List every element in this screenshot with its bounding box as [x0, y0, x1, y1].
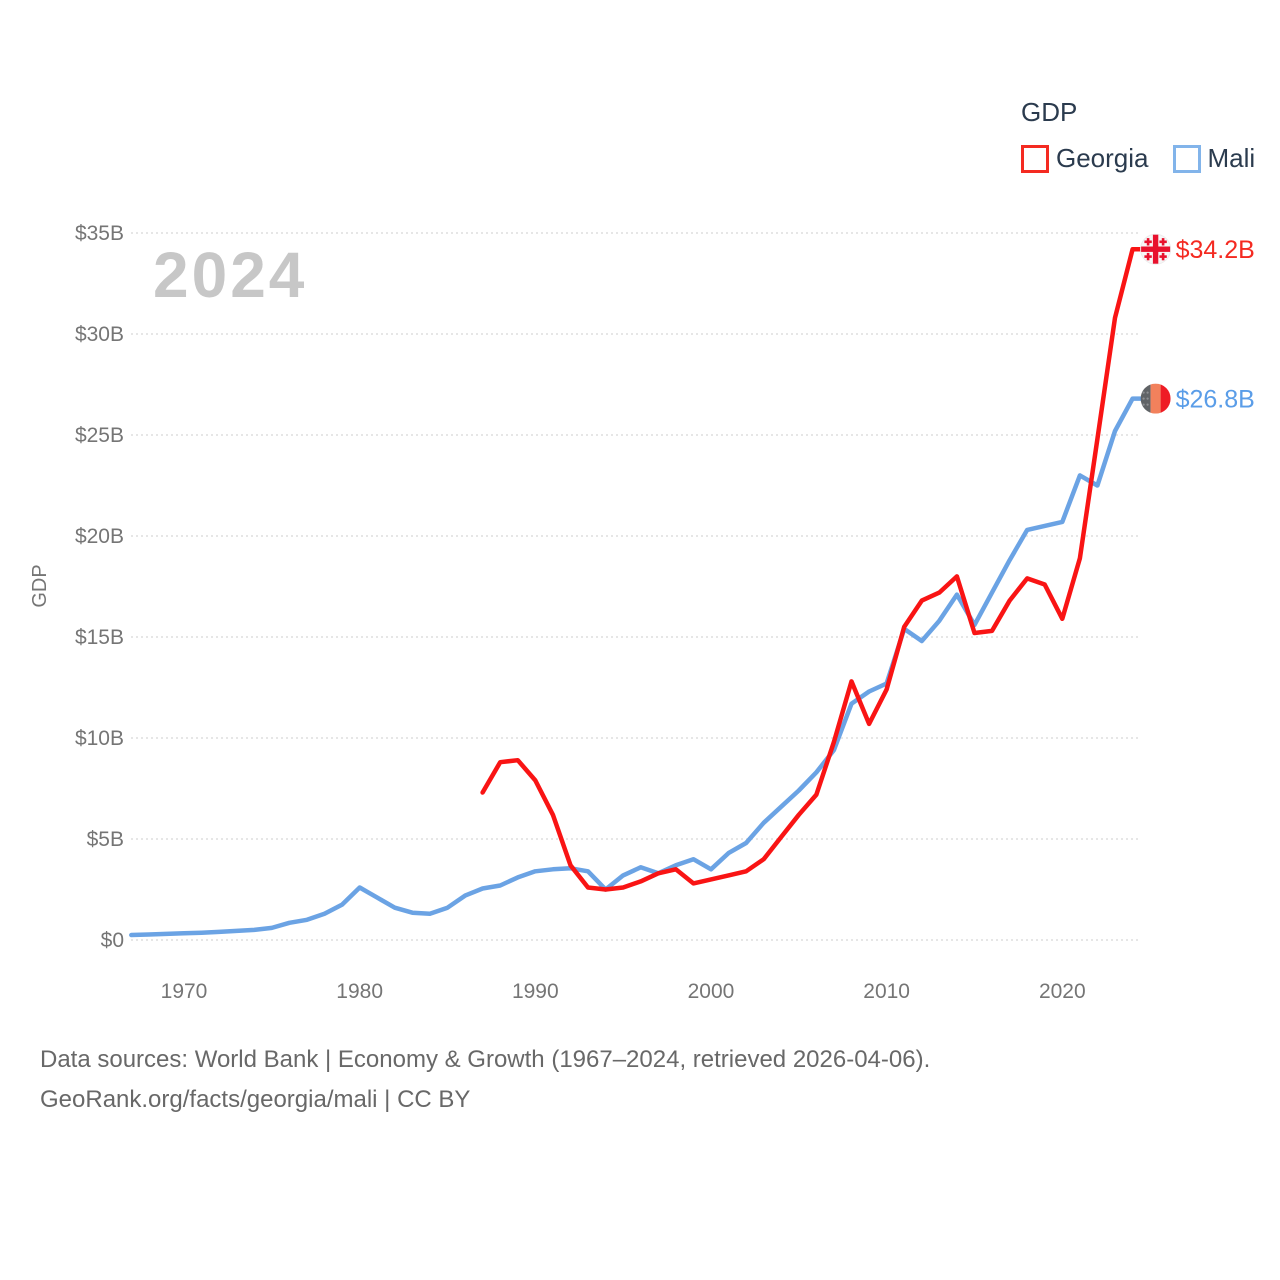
chart-legend: GDP Georgia Mali [1021, 97, 1255, 174]
y-tick-label: $5B [87, 828, 124, 851]
y-tick-label: $35B [75, 222, 124, 245]
x-tick-label: 2010 [863, 980, 910, 1003]
legend-items: Georgia Mali [1021, 143, 1255, 174]
source-url-line: GeoRank.org/facts/georgia/mali | CC BY [40, 1086, 471, 1113]
y-tick-label: $10B [75, 727, 124, 750]
y-tick-label: $25B [75, 424, 124, 447]
mali-swatch-icon [1172, 144, 1201, 173]
legend-item-mali-label: Mali [1207, 143, 1256, 173]
georgia-gdp-line[interactable] [480, 246, 1145, 892]
legend-item-georgia-label: Georgia [1056, 143, 1149, 173]
x-axis-tick-labels: 1970 1980 1990 2000 2010 2020 [161, 980, 1086, 1003]
legend-item-georgia[interactable]: Georgia [1021, 143, 1149, 174]
x-tick-label: 2000 [688, 980, 735, 1003]
mali-flag-icon [1140, 383, 1171, 414]
y-tick-label: $30B [75, 323, 124, 346]
x-tick-label: 1970 [161, 980, 208, 1003]
y-axis-tick-labels: $0 $5B $10B $15B $20B $25B $30B $35B [75, 222, 124, 952]
y-tick-label: $20B [75, 525, 124, 548]
legend-item-mali[interactable]: Mali [1172, 143, 1256, 174]
y-axis-title: GDP [29, 564, 51, 607]
mali-end-value-label: $26.8B [1176, 386, 1255, 414]
mali-gdp-line[interactable] [129, 396, 1145, 938]
georgia-end-value-label: $34.2B [1176, 236, 1255, 264]
y-tick-label: $0 [101, 929, 124, 952]
y-tick-label: $15B [75, 626, 124, 649]
legend-title: GDP [1021, 97, 1078, 127]
data-sources-line: Data sources: World Bank | Economy & Gro… [40, 1046, 931, 1073]
georgia-flag-icon [1140, 233, 1172, 265]
gridlines [131, 232, 1140, 941]
x-tick-label: 2020 [1039, 980, 1086, 1003]
attribution-footer: Data sources: World Bank | Economy & Gro… [40, 1040, 930, 1120]
x-tick-label: 1990 [512, 980, 559, 1003]
x-tick-label: 1980 [336, 980, 383, 1003]
georgia-swatch-icon [1021, 144, 1049, 173]
gdp-line-chart: 2024 $0$5B$10B$15B$20B$25B$30B$35B 1970 1… [29, 222, 1255, 1003]
year-watermark: 2024 [153, 239, 307, 311]
